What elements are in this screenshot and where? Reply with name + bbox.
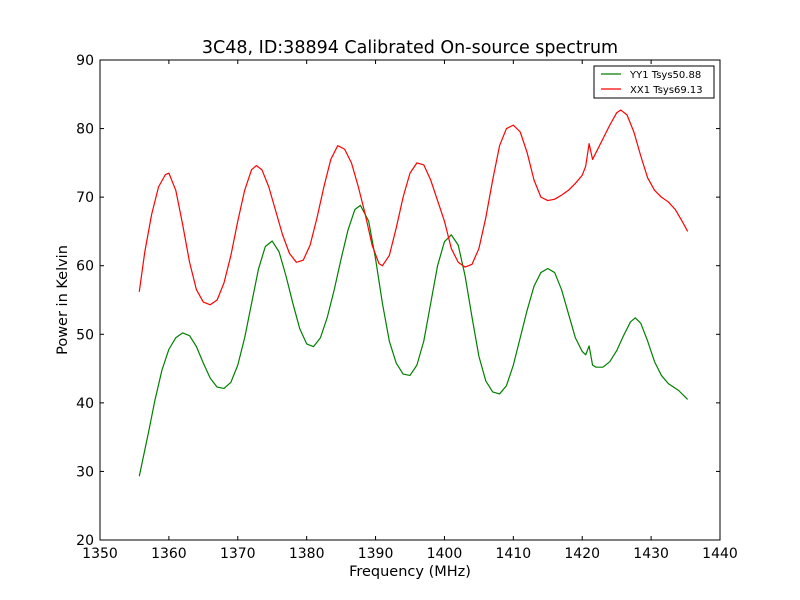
y-tick-label: 90 [76,53,94,69]
x-tick-label: 1370 [220,546,256,562]
legend: YY1 Tsys50.88 XX1 Tsys69.13 [593,65,715,99]
legend-label-yy1: YY1 Tsys50.88 [629,70,701,81]
x-tick-label: 1430 [633,546,669,562]
series-line-yy1 [138,204,689,477]
tick-layer: 1350 1360 1370 1380 1390 1400 1410 1420 1430 1440… [76,53,738,562]
y-tick-label: 40 [76,396,94,412]
legend-box [593,65,715,99]
plot-frame [99,59,721,541]
chart-title: 3C48, ID:38894 Calibrated On-source spec… [202,38,618,58]
y-tick-label: 60 [76,259,94,275]
x-tick-label: 1350 [82,546,118,562]
x-tick-label: 1410 [496,546,532,562]
x-tick-label: 1420 [564,546,600,562]
x-tick-label: 1400 [427,546,463,562]
x-tick-label: 1390 [358,546,394,562]
y-tick-label: 50 [76,327,94,343]
series-layer [138,109,689,477]
series-line-xx1 [138,109,689,306]
x-tick-label: 1440 [702,546,738,562]
x-axis-label: Frequency (MHz) [349,564,471,580]
x-tick-label: 1360 [151,546,187,562]
y-tick-label: 30 [76,464,94,480]
y-axis-label: Power in Kelvin [55,245,71,355]
x-tick-label: 1380 [289,546,325,562]
legend-label-xx1: XX1 Tsys69.13 [630,85,703,96]
y-tick-label: 20 [76,533,94,549]
y-tick-label: 70 [76,190,94,206]
y-tick-label: 80 [76,122,94,138]
